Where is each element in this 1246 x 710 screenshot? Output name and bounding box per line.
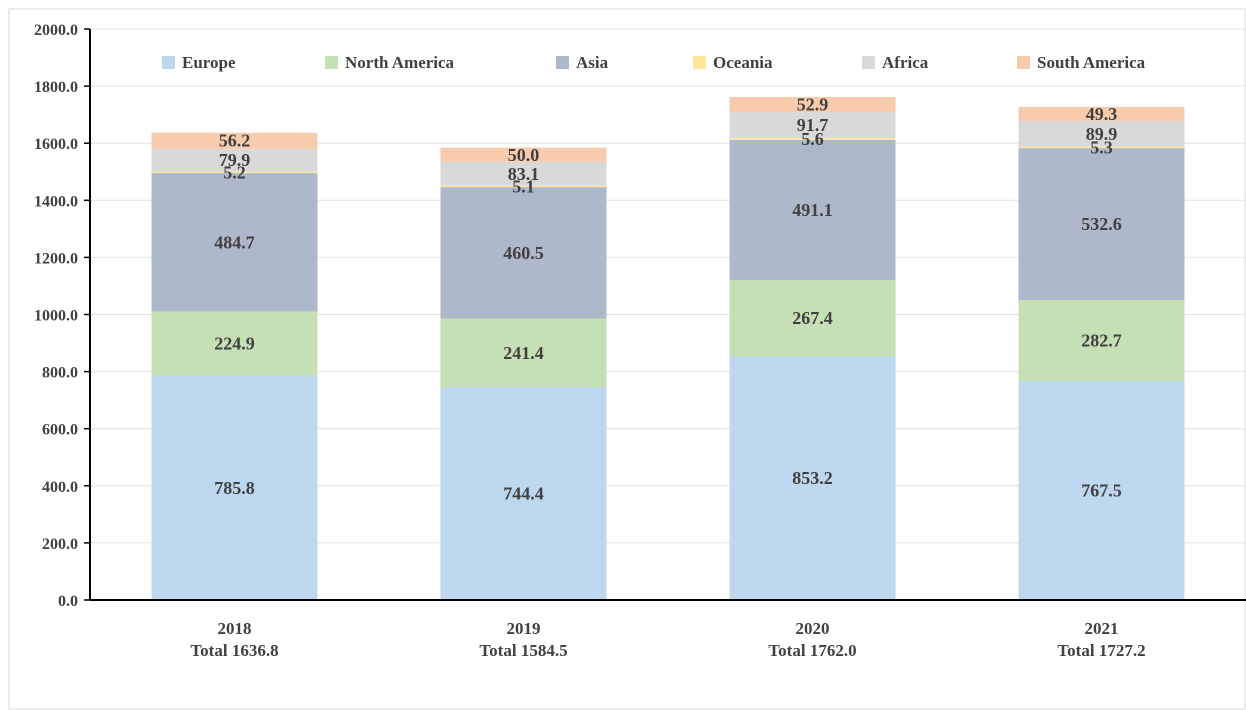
legend-swatch [693,56,706,69]
legend-swatch [162,56,175,69]
data-label: 89.9 [1086,124,1118,144]
bar-segment-europe-2020 [729,356,896,600]
data-label: 5.6 [801,129,824,149]
y-tick-label: 600.0 [42,422,78,439]
legend-item-south-america: South America [1017,53,1146,72]
data-label: 767.5 [1081,480,1122,500]
y-tick-label: 2000.0 [34,22,78,39]
data-label: 491.1 [792,200,833,220]
data-label: 224.9 [214,334,255,354]
bar-segment-asia-2019 [440,187,607,319]
data-label: 744.4 [503,484,544,504]
bar-segment-south-america-2021 [1018,106,1185,121]
data-label: 5.1 [512,176,535,196]
bar-segment-oceania-2020 [729,138,896,140]
data-labels: 785.8 224.9 484.7 5.279.956.2 744.4 241.4 460.… [214,95,1122,504]
legend-item-north-america: North America [325,53,455,72]
bar-segment-asia-2018 [151,173,318,312]
bar-segment-south-america-2019 [440,147,607,162]
data-label: 267.4 [792,308,833,328]
bar-segment-north-america-2020 [729,280,896,357]
y-tick-label: 800.0 [42,365,78,382]
data-label: 5.3 [1090,137,1113,157]
legend-item-oceania: Oceania [693,53,773,72]
legend-label: Asia [576,53,609,72]
x-category-label: 2019 [507,619,541,638]
bars [151,96,1185,600]
x-category-subtitle: Total 1584.5 [479,641,567,660]
y-tick-label: 1800.0 [34,79,78,96]
data-label: 241.4 [503,343,544,363]
bar-segment-asia-2021 [1018,148,1185,301]
data-label: 91.7 [797,115,829,135]
data-label: 282.7 [1081,331,1122,351]
legend-swatch [325,56,338,69]
data-label: 52.9 [797,95,829,115]
data-label: 79.9 [219,150,251,170]
data-label: 49.3 [1086,104,1118,124]
bar-segment-europe-2019 [440,387,607,600]
x-category-subtitle: Total 1762.0 [768,641,856,660]
y-tick-label: 400.0 [42,479,78,496]
y-tick-label: 1200.0 [34,250,78,267]
data-label: 83.1 [508,164,540,184]
x-category-label: 2020 [796,619,830,638]
data-label: 5.2 [223,162,246,182]
bar-segment-north-america-2021 [1018,300,1185,381]
y-tick-label: 1600.0 [34,136,78,153]
legend-label: Europe [182,53,236,72]
x-category-label: 2021 [1085,619,1119,638]
legend-label: Africa [882,53,929,72]
legend-item-asia: Asia [556,53,609,72]
legend-item-africa: Africa [862,53,929,72]
bar-segment-africa-2018 [151,148,318,172]
axes [84,28,1246,601]
legend-swatch [862,56,875,69]
bar-segment-africa-2021 [1018,120,1185,147]
bar-segment-south-america-2020 [729,96,896,113]
data-label: 853.2 [792,468,833,488]
data-label: 50.0 [508,145,540,165]
legend-label: Oceania [713,53,773,72]
data-label: 56.2 [219,131,251,151]
y-tick-label: 1000.0 [34,308,78,325]
bar-segment-oceania-2021 [1018,146,1185,149]
legend: Europe North America Asia Oceania Africa Sout… [162,53,1146,72]
y-tick-label: 0.0 [58,593,78,610]
bar-segment-oceania-2018 [151,171,318,174]
legend-item-europe: Europe [162,53,236,72]
bar-segment-north-america-2019 [440,318,607,388]
bar-segment-north-america-2018 [151,311,318,376]
legend-swatch [556,56,569,69]
legend-label: North America [345,53,455,72]
legend-swatch [1017,56,1030,69]
data-label: 460.5 [503,243,544,263]
bar-segment-oceania-2019 [440,185,607,188]
y-tick-label: 200.0 [42,536,78,553]
bar-segment-europe-2018 [151,375,318,600]
x-category-label: 2018 [218,619,252,638]
x-category-subtitle: Total 1727.2 [1057,641,1145,660]
bar-segment-europe-2021 [1018,380,1185,600]
bar-segment-africa-2020 [729,112,896,139]
y-tick-labels: 0.0 200.0 400.0 600.0 800.0 1000.0 1200.0 1400.… [34,22,78,610]
legend-label: South America [1037,53,1146,72]
x-category-subtitle: Total 1636.8 [190,641,278,660]
data-label: 484.7 [214,232,255,252]
bar-segment-asia-2020 [729,139,896,281]
bar-segment-south-america-2018 [151,132,318,149]
y-tick-label: 1400.0 [34,193,78,210]
bar-segment-africa-2019 [440,161,607,186]
data-label: 785.8 [214,478,255,498]
x-category-labels: 2018 Total 1636.8 2019 Total 1584.5 2020 Tota… [190,619,1145,660]
data-label: 532.6 [1081,214,1122,234]
